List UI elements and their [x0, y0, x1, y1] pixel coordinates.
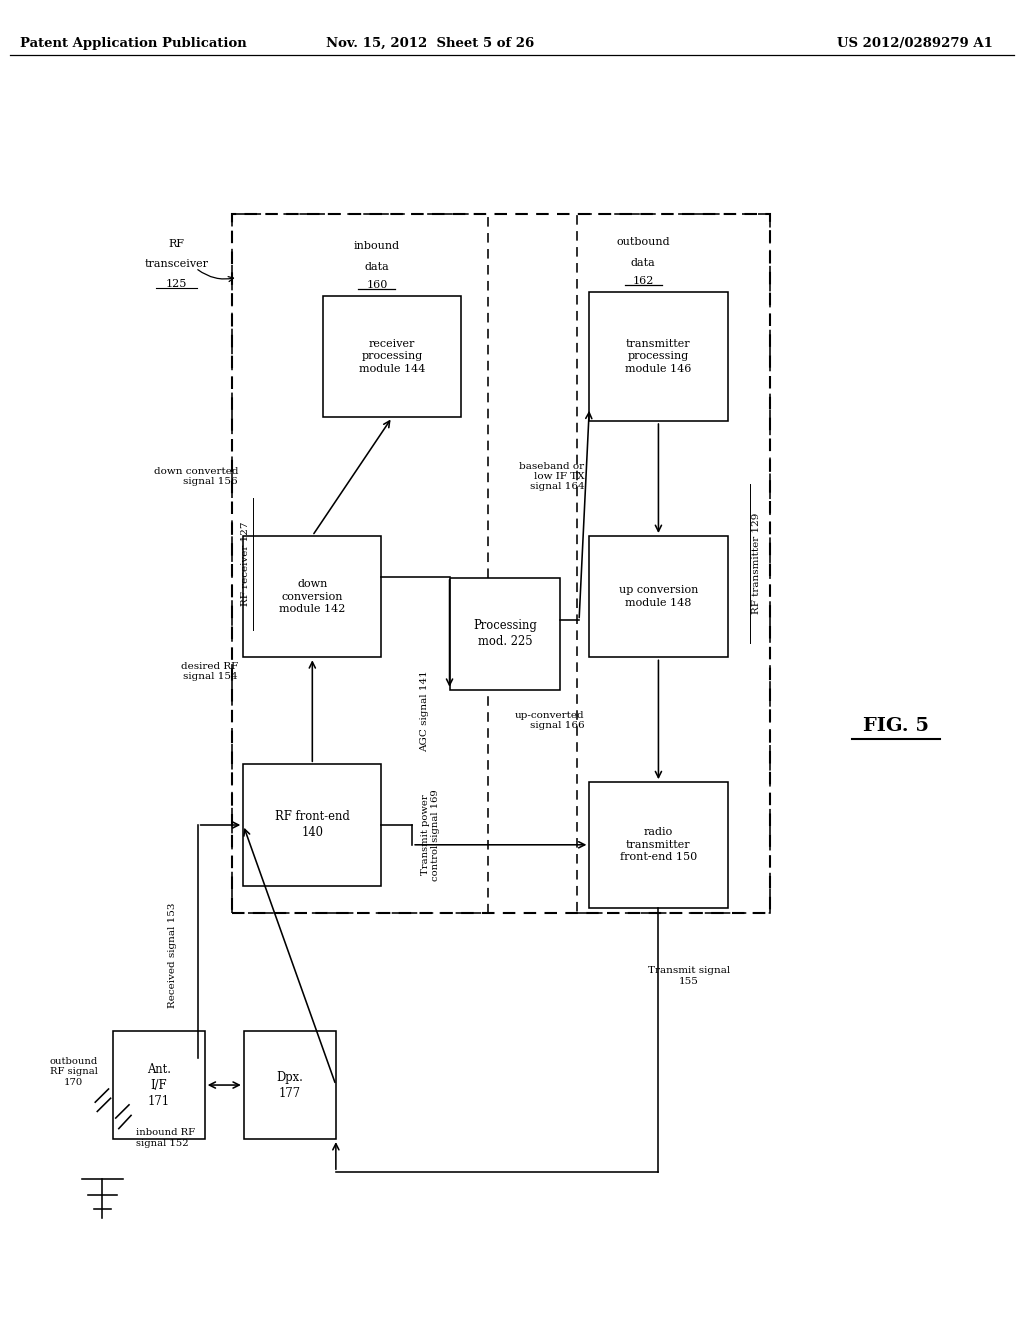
Text: outbound
RF signal
170: outbound RF signal 170 [49, 1057, 98, 1086]
Text: Ant.
I/F
171: Ant. I/F 171 [146, 1063, 171, 1107]
Bar [590, 536, 727, 657]
Bar [590, 781, 727, 908]
Text: Dpx.
177: Dpx. 177 [276, 1071, 303, 1100]
Text: Processing
mod. 225: Processing mod. 225 [473, 619, 537, 648]
Bar [244, 1031, 336, 1139]
Text: RF front-end
140: RF front-end 140 [274, 810, 350, 840]
Text: down converted
signal 156: down converted signal 156 [154, 467, 238, 486]
Text: Transmit power
control signal 169: Transmit power control signal 169 [421, 789, 440, 880]
Bar [244, 764, 381, 886]
Text: baseband or
low IF TX
signal 164: baseband or low IF TX signal 164 [519, 462, 584, 491]
Text: AGC signal 141: AGC signal 141 [420, 671, 429, 751]
Text: RF transmitter 129: RF transmitter 129 [753, 513, 761, 614]
Text: FIG. 5: FIG. 5 [863, 717, 929, 735]
Text: transceiver: transceiver [144, 259, 208, 269]
Text: inbound RF
signal 152: inbound RF signal 152 [136, 1129, 196, 1147]
Text: data: data [631, 257, 655, 268]
Bar [113, 1031, 205, 1139]
Text: data: data [365, 261, 389, 272]
Text: Nov. 15, 2012  Sheet 5 of 26: Nov. 15, 2012 Sheet 5 of 26 [326, 37, 535, 50]
Text: up-converted
signal 166: up-converted signal 166 [515, 711, 584, 730]
Text: 162: 162 [633, 276, 653, 286]
Bar [324, 296, 461, 417]
Text: Patent Application Publication: Patent Application Publication [20, 37, 247, 50]
Text: down
conversion
module 142: down conversion module 142 [280, 579, 345, 614]
Bar [232, 214, 488, 913]
Text: RF: RF [168, 239, 184, 249]
Text: 160: 160 [367, 280, 387, 290]
Text: RF receiver 127: RF receiver 127 [242, 521, 250, 606]
Bar [450, 578, 560, 689]
Bar [590, 292, 727, 421]
Text: outbound: outbound [616, 236, 670, 247]
Text: Transmit signal
155: Transmit signal 155 [648, 966, 730, 986]
Text: radio
transmitter
front-end 150: radio transmitter front-end 150 [620, 828, 697, 862]
Bar [577, 214, 770, 913]
Text: receiver
processing
module 144: receiver processing module 144 [359, 339, 425, 374]
Text: up conversion
module 148: up conversion module 148 [618, 586, 698, 607]
Bar [244, 536, 381, 657]
Text: 125: 125 [166, 279, 186, 289]
Text: inbound: inbound [353, 240, 400, 251]
Text: desired RF
signal 154: desired RF signal 154 [181, 661, 238, 681]
Bar [232, 214, 770, 913]
Text: transmitter
processing
module 146: transmitter processing module 146 [626, 339, 691, 374]
Text: US 2012/0289279 A1: US 2012/0289279 A1 [838, 37, 993, 50]
Text: Received signal 153: Received signal 153 [168, 903, 176, 1007]
